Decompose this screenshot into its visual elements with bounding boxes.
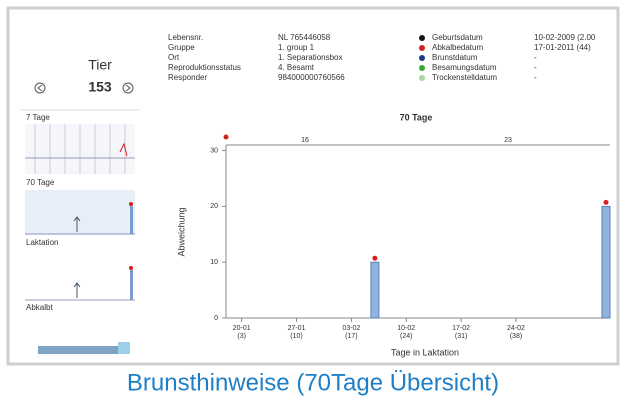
legend-label: Brunstdatum — [432, 53, 478, 62]
x-tick-day: (24) — [400, 333, 412, 340]
info-label: Reproduktionsstatus — [168, 63, 241, 72]
x-tick-day: (10) — [290, 333, 302, 340]
x-tick-label: 24-02 — [507, 325, 525, 332]
thumb-lakt[interactable] — [25, 266, 135, 301]
x-tick-day: (17) — [345, 333, 357, 340]
animal-number: 153 — [88, 79, 112, 95]
info-value: 1. group 1 — [278, 43, 315, 52]
legend-value: 17-01-2011 (44) — [534, 43, 591, 52]
legend-label: Trockenstelldatum — [432, 73, 497, 82]
x-tick-label: 27-01 — [288, 325, 306, 332]
x-tick-label: 10-02 — [397, 325, 415, 332]
legend-value: 10-02-2009 (2.00 — [534, 33, 596, 42]
timeline-label: 16 — [301, 137, 309, 144]
x-tick-day: (3) — [237, 333, 246, 340]
chart-title: 70 Tage — [400, 112, 433, 122]
legend-dot — [419, 45, 425, 51]
y-tick-label: 30 — [210, 147, 218, 154]
panel-title: 7 Tage — [26, 113, 50, 122]
legend-dot — [419, 35, 425, 41]
bar-marker — [372, 255, 378, 261]
next-button[interactable] — [122, 82, 134, 94]
x-tick-label: 03-02 — [342, 325, 360, 332]
bar — [370, 261, 380, 319]
info-value: NL 765446058 — [278, 33, 331, 42]
prev-button[interactable] — [34, 82, 46, 94]
thumb-7[interactable] — [25, 124, 135, 174]
legend-label: Abkalbedatum — [432, 43, 483, 52]
info-label: Gruppe — [168, 43, 195, 52]
legend-label: Geburtsdatum — [432, 33, 483, 42]
info-value: 984000000760566 — [278, 73, 345, 82]
info-label: Lebensnr. — [168, 33, 203, 42]
info-value: 4. Besamt — [278, 63, 315, 72]
info-label: Responder — [168, 73, 207, 82]
legend-dot — [419, 65, 425, 71]
info-label: Ort — [168, 53, 180, 62]
x-axis-label: Tage in Laktation — [391, 347, 459, 357]
y-tick-label: 20 — [210, 203, 218, 210]
thumb-abk[interactable] — [38, 342, 130, 354]
x-tick-day: (31) — [455, 333, 467, 340]
animal-label: Tier — [88, 57, 112, 73]
panel-title: 70 Tage — [26, 178, 55, 187]
legend-value: - — [534, 53, 537, 62]
frame — [6, 6, 620, 366]
panel-title: Laktation — [26, 238, 58, 247]
y-tick-label: 0 — [214, 315, 218, 322]
panel-title: Abkalbt — [26, 303, 53, 312]
thumb-70[interactable] — [25, 190, 135, 235]
timeline-marker — [223, 134, 229, 140]
y-tick-label: 10 — [210, 259, 218, 266]
bar-marker — [603, 199, 609, 205]
caption: Brunsthinweise (70Tage Übersicht) — [127, 369, 499, 396]
y-axis-label: Abweichung — [176, 207, 186, 256]
x-tick-day: (38) — [510, 333, 522, 340]
info-value: 1. Separationsbox — [278, 53, 343, 62]
bar — [601, 205, 611, 319]
timeline-label: 23 — [504, 137, 512, 144]
legend-dot — [419, 75, 425, 81]
legend-value: - — [534, 73, 537, 82]
x-tick-label: 20-01 — [233, 325, 251, 332]
legend-dot — [419, 55, 425, 61]
x-tick-label: 17-02 — [452, 325, 470, 332]
legend-label: Besamungsdatum — [432, 63, 497, 72]
legend-value: - — [534, 63, 537, 72]
